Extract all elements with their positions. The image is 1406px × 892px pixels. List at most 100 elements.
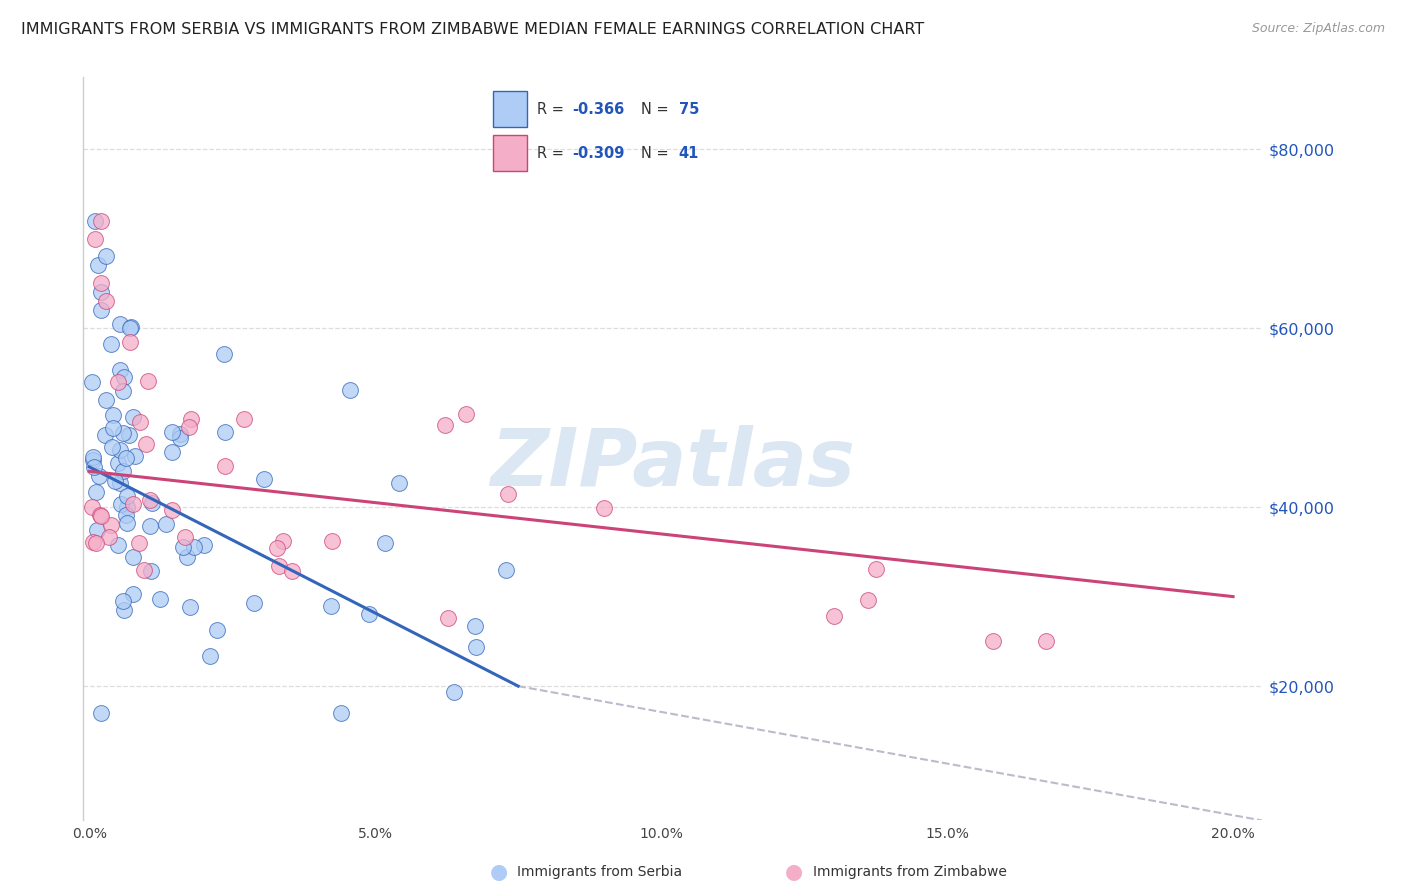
Point bbox=[100, 518, 122, 533]
Point bbox=[183, 540, 205, 554]
Point bbox=[212, 347, 235, 361]
Point bbox=[319, 599, 342, 614]
Point bbox=[160, 503, 183, 517]
Point bbox=[98, 530, 121, 544]
Text: R =: R = bbox=[537, 102, 568, 117]
Point bbox=[128, 536, 150, 550]
Point bbox=[112, 603, 135, 617]
Point bbox=[107, 457, 129, 471]
Point bbox=[112, 594, 135, 608]
Point bbox=[456, 407, 478, 421]
Point bbox=[83, 213, 105, 227]
Point bbox=[90, 213, 112, 227]
Point bbox=[108, 318, 131, 332]
Point bbox=[118, 428, 141, 442]
Point bbox=[120, 321, 142, 335]
Point bbox=[173, 530, 195, 544]
Point bbox=[90, 706, 112, 720]
Point bbox=[232, 412, 254, 426]
Point bbox=[115, 516, 138, 530]
Point bbox=[112, 370, 135, 384]
Point bbox=[112, 425, 135, 440]
Point bbox=[141, 495, 163, 509]
Text: -0.366: -0.366 bbox=[572, 102, 624, 117]
Point bbox=[96, 294, 118, 309]
Point bbox=[84, 484, 107, 499]
Point bbox=[136, 374, 159, 388]
Point bbox=[100, 337, 122, 351]
Text: R =: R = bbox=[537, 145, 568, 161]
Point bbox=[104, 475, 127, 489]
Point bbox=[108, 476, 131, 491]
Point bbox=[138, 519, 160, 533]
Point bbox=[115, 451, 138, 466]
Point bbox=[82, 450, 104, 464]
Point bbox=[149, 592, 172, 607]
Point bbox=[436, 611, 458, 625]
Point bbox=[443, 685, 465, 699]
Point bbox=[321, 534, 343, 549]
Point bbox=[132, 563, 155, 577]
Text: ●: ● bbox=[786, 863, 803, 882]
Point bbox=[388, 476, 411, 491]
Point bbox=[122, 549, 145, 564]
Point bbox=[169, 431, 191, 445]
Point bbox=[110, 497, 132, 511]
Point bbox=[242, 596, 264, 610]
Point bbox=[253, 472, 276, 486]
Point bbox=[498, 486, 520, 500]
Point bbox=[981, 634, 1004, 648]
Point bbox=[141, 564, 163, 578]
Text: N =: N = bbox=[641, 145, 673, 161]
Point bbox=[82, 534, 104, 549]
Point bbox=[94, 427, 117, 442]
Point bbox=[214, 458, 236, 473]
Point bbox=[101, 440, 124, 454]
Point bbox=[179, 420, 201, 434]
Text: Immigrants from Zimbabwe: Immigrants from Zimbabwe bbox=[813, 865, 1007, 880]
Point bbox=[1035, 634, 1057, 648]
Text: Source: ZipAtlas.com: Source: ZipAtlas.com bbox=[1251, 22, 1385, 36]
Text: 75: 75 bbox=[679, 102, 699, 117]
Point bbox=[592, 501, 614, 516]
Point bbox=[96, 250, 118, 264]
Point bbox=[162, 425, 184, 440]
Point bbox=[87, 259, 110, 273]
Point bbox=[374, 535, 396, 549]
Point bbox=[359, 607, 381, 622]
Point bbox=[103, 420, 125, 434]
Point bbox=[89, 508, 111, 522]
Point bbox=[172, 540, 194, 554]
Point bbox=[330, 706, 353, 720]
Point bbox=[108, 363, 131, 377]
FancyBboxPatch shape bbox=[494, 91, 527, 127]
Point bbox=[464, 618, 486, 632]
Point bbox=[339, 383, 361, 397]
Point bbox=[434, 417, 457, 432]
Point bbox=[107, 538, 129, 552]
Point bbox=[266, 541, 288, 555]
Point bbox=[179, 600, 201, 615]
Point bbox=[90, 285, 112, 300]
Point bbox=[214, 425, 236, 439]
Point bbox=[464, 640, 486, 655]
Point bbox=[107, 376, 129, 390]
Point bbox=[80, 500, 103, 515]
Point bbox=[207, 624, 229, 638]
Point bbox=[193, 538, 215, 552]
Point bbox=[122, 498, 145, 512]
Point bbox=[86, 524, 108, 538]
Point bbox=[83, 460, 105, 475]
Point bbox=[115, 489, 138, 503]
Text: Immigrants from Serbia: Immigrants from Serbia bbox=[517, 865, 682, 880]
Text: IMMIGRANTS FROM SERBIA VS IMMIGRANTS FROM ZIMBABWE MEDIAN FEMALE EARNINGS CORREL: IMMIGRANTS FROM SERBIA VS IMMIGRANTS FRO… bbox=[21, 22, 924, 37]
Text: 41: 41 bbox=[679, 145, 699, 161]
Point bbox=[120, 319, 142, 334]
Point bbox=[198, 649, 221, 664]
Point bbox=[823, 608, 845, 623]
Point bbox=[122, 410, 145, 425]
FancyBboxPatch shape bbox=[494, 136, 527, 171]
Point bbox=[90, 277, 112, 291]
Point bbox=[865, 562, 887, 576]
Point bbox=[120, 335, 142, 350]
